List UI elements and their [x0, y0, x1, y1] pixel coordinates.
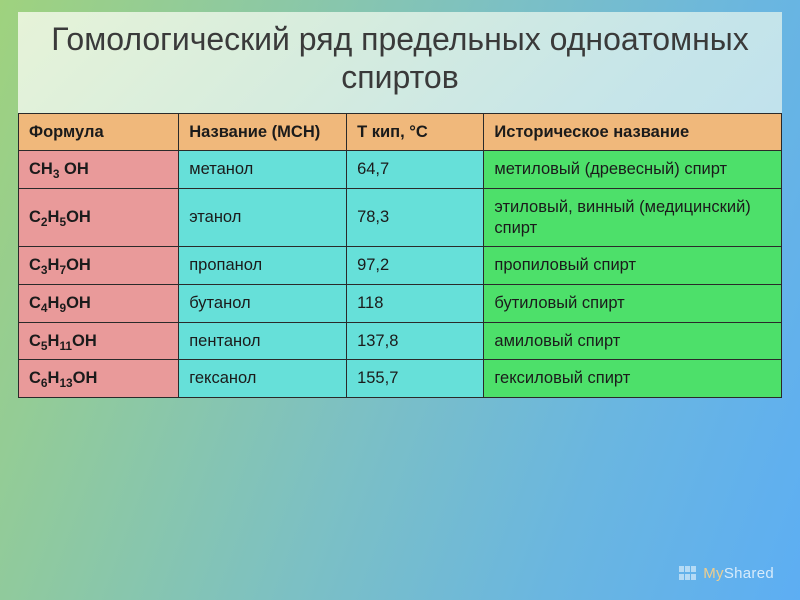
- col-header-formula: Формула: [19, 113, 179, 151]
- col-header-hist: Историческое название: [484, 113, 782, 151]
- cell-tk: 97,2: [347, 247, 484, 285]
- cell-name: бутанол: [179, 284, 347, 322]
- cell-hist: метиловый (древесный) спирт: [484, 151, 782, 189]
- col-header-tk: Т кип, °С: [347, 113, 484, 151]
- cell-tk: 64,7: [347, 151, 484, 189]
- watermark-suffix: Shared: [724, 565, 774, 582]
- formula-text: C4H9OH: [29, 294, 91, 312]
- cell-formula: C4H9OH: [19, 284, 179, 322]
- homologous-series-table: Формула Название (МСН) Т кип, °С Историч…: [18, 113, 782, 398]
- cell-tk: 137,8: [347, 322, 484, 360]
- cell-hist: гексиловый спирт: [484, 360, 782, 398]
- slide: Гомологический ряд предельных одноатомны…: [18, 12, 782, 398]
- slide-title: Гомологический ряд предельных одноатомны…: [18, 12, 782, 113]
- formula-text: C3H7OH: [29, 256, 91, 274]
- cell-name: пентанол: [179, 322, 347, 360]
- col-header-name: Название (МСН): [179, 113, 347, 151]
- cell-tk: 78,3: [347, 189, 484, 247]
- cell-name: гексанол: [179, 360, 347, 398]
- cell-hist: этиловый, винный (медицинский) спирт: [484, 189, 782, 247]
- watermark: MyShared: [679, 565, 774, 584]
- cell-formula: C5H11OH: [19, 322, 179, 360]
- formula-text: C5H11OH: [29, 332, 97, 350]
- table-row: C4H9OH бутанол118бутиловый спирт: [19, 284, 782, 322]
- table-header-row: Формула Название (МСН) Т кип, °С Историч…: [19, 113, 782, 151]
- page-background: Гомологический ряд предельных одноатомны…: [0, 0, 800, 600]
- table-row: C3H7OH пропанол97,2пропиловый спирт: [19, 247, 782, 285]
- cell-hist: амиловый спирт: [484, 322, 782, 360]
- cell-tk: 155,7: [347, 360, 484, 398]
- cell-formula: C2H5OH: [19, 189, 179, 247]
- cell-hist: бутиловый спирт: [484, 284, 782, 322]
- table-row: C2H5OH этанол78,3этиловый, винный (медици…: [19, 189, 782, 247]
- cell-formula: C6H13OH: [19, 360, 179, 398]
- table-row: C6H13OH гексанол155,7гексиловый спирт: [19, 360, 782, 398]
- cell-name: этанол: [179, 189, 347, 247]
- cell-hist: пропиловый спирт: [484, 247, 782, 285]
- table-row: CH3 OH метанол64,7метиловый (древесный) с…: [19, 151, 782, 189]
- formula-text: C6H13OH: [29, 369, 97, 387]
- watermark-prefix: My: [703, 565, 724, 582]
- cell-name: пропанол: [179, 247, 347, 285]
- watermark-icon: [679, 566, 697, 584]
- table-body: CH3 OH метанол64,7метиловый (древесный) с…: [19, 151, 782, 397]
- cell-name: метанол: [179, 151, 347, 189]
- formula-text: C2H5OH: [29, 208, 91, 226]
- cell-formula: C3H7OH: [19, 247, 179, 285]
- cell-formula: CH3 OH: [19, 151, 179, 189]
- table-row: C5H11OH пентанол137,8амиловый спирт: [19, 322, 782, 360]
- formula-text: CH3 OH: [29, 160, 89, 178]
- cell-tk: 118: [347, 284, 484, 322]
